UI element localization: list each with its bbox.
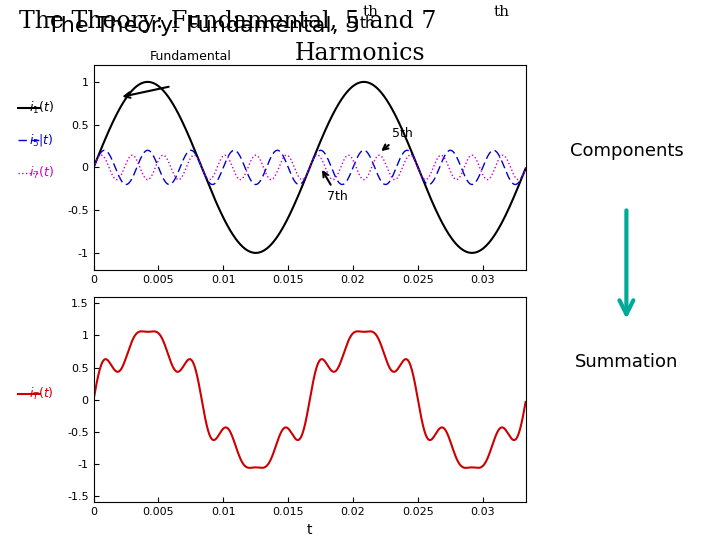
fundamental	[359, 79, 368, 85]
7th	[444, 164, 453, 171]
Text: Components: Components	[570, 142, 683, 160]
Line: 7th: 7th	[94, 155, 526, 180]
5th	[402, 147, 411, 153]
fundamental	[444, 231, 453, 238]
5th	[168, 180, 176, 186]
5th	[511, 181, 520, 188]
7th	[521, 165, 530, 172]
fundamental	[412, 159, 420, 166]
Line: 5th: 5th	[94, 150, 526, 185]
5th	[521, 165, 530, 172]
fundamental	[348, 83, 357, 90]
fundamental	[370, 83, 379, 89]
7th	[498, 152, 507, 158]
fundamental	[89, 164, 98, 171]
5th	[412, 159, 420, 166]
Text: $i_5|t)$: $i_5|t)$	[29, 132, 53, 149]
7th	[390, 177, 399, 183]
7th	[89, 164, 98, 171]
fundamental	[254, 249, 263, 256]
Text: Summation: Summation	[575, 353, 678, 371]
7th	[412, 159, 420, 166]
Text: The Theory: Fundamental, 5: The Theory: Fundamental, 5	[19, 10, 360, 33]
Text: Fundamental: Fundamental	[150, 50, 232, 63]
7th	[370, 157, 379, 164]
Text: and 7: and 7	[362, 10, 436, 33]
7th	[254, 154, 263, 160]
7th	[168, 167, 176, 174]
Text: $i_1(t)$: $i_1(t)$	[29, 100, 54, 116]
7th	[348, 156, 357, 163]
Text: $i_T(t)$: $i_T(t)$	[29, 386, 53, 402]
5th	[370, 164, 379, 170]
Text: th: th	[362, 5, 378, 19]
X-axis label: t: t	[307, 523, 312, 537]
5th	[348, 165, 357, 172]
Text: th: th	[360, 16, 376, 31]
Text: The Theory: Fundamental, 5: The Theory: Fundamental, 5	[47, 16, 360, 36]
5th	[444, 147, 453, 154]
Text: 5th: 5th	[383, 127, 413, 150]
Text: Harmonics: Harmonics	[294, 42, 426, 65]
5th	[89, 164, 98, 171]
5th	[254, 180, 263, 186]
Text: th: th	[493, 5, 509, 19]
Text: 7th: 7th	[323, 172, 348, 203]
fundamental	[468, 249, 477, 256]
Line: fundamental: fundamental	[94, 82, 526, 253]
fundamental	[521, 165, 530, 172]
fundamental	[168, 99, 176, 106]
Text: $i_7(t)$: $i_7(t)$	[29, 165, 54, 181]
